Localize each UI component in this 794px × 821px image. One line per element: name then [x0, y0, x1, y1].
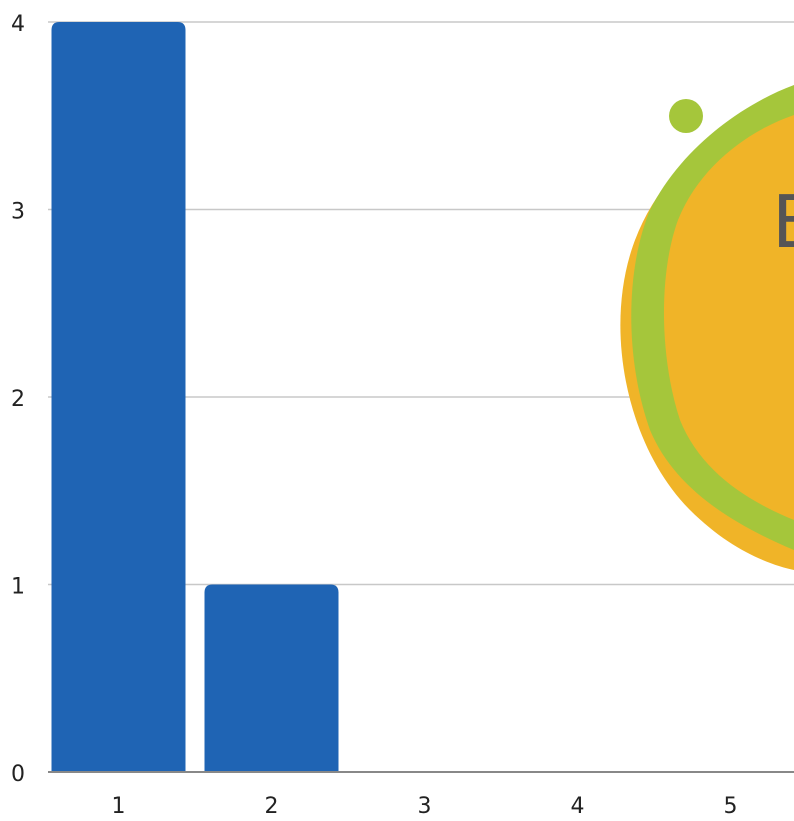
bar-1 — [51, 22, 186, 772]
bar-2 — [204, 584, 339, 772]
x-tick-label-3: 3 — [418, 794, 432, 819]
y-tick-label-0: 0 — [11, 762, 25, 787]
x-tick-label-5: 5 — [724, 794, 738, 819]
decorative-logo: B — [620, 85, 794, 570]
logo-glyph: B — [772, 180, 794, 264]
x-axis-ticks: 1 2 3 4 5 — [112, 794, 738, 819]
y-tick-label-1: 1 — [11, 575, 25, 600]
y-tick-label-2: 2 — [11, 387, 25, 412]
logo-inner-blob — [663, 115, 794, 520]
x-tick-label-1: 1 — [112, 794, 126, 819]
y-axis-ticks: 0 1 2 3 4 — [11, 12, 25, 787]
y-tick-label-3: 3 — [11, 200, 25, 225]
x-tick-label-2: 2 — [265, 794, 279, 819]
logo-dot — [669, 99, 703, 133]
x-tick-label-4: 4 — [571, 794, 585, 819]
bars — [51, 22, 339, 772]
y-tick-label-4: 4 — [11, 12, 25, 37]
